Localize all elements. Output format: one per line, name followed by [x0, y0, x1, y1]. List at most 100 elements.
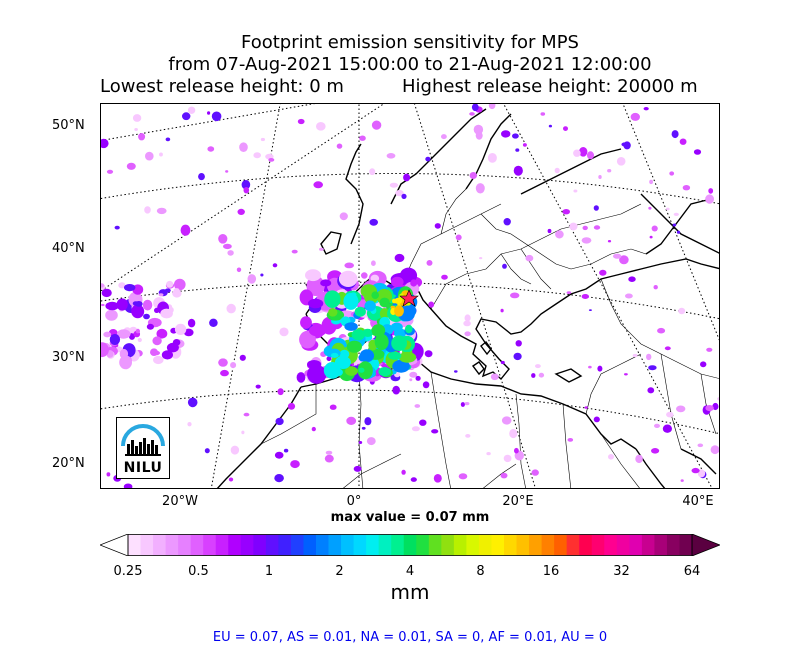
- sensitivity-speckle: [401, 469, 406, 475]
- sensitivity-speckle: [607, 169, 612, 173]
- colorbar-min-extension: [100, 534, 129, 556]
- sensitivity-speckle: [243, 412, 250, 417]
- colorbar-cell: [378, 534, 392, 556]
- colorbar-cell: [140, 534, 154, 556]
- sensitivity-speckle: [241, 430, 245, 435]
- sensitivity-plume: [307, 364, 327, 384]
- colorbar-tick-label: 16: [542, 564, 560, 579]
- sensitivity-core: [345, 366, 358, 376]
- colorbar-cell: [328, 534, 342, 556]
- sensitivity-speckle: [588, 309, 592, 311]
- colorbar-tick-label: 32: [613, 564, 630, 579]
- sensitivity-speckle: [386, 153, 396, 159]
- sensitivity-plume: [299, 330, 316, 349]
- sensitivity-field: [101, 104, 719, 488]
- colorbar-cell: [604, 534, 618, 556]
- sensitivity-speckle: [573, 189, 578, 193]
- sensitivity-speckle: [712, 402, 719, 411]
- sensitivity-speckle: [371, 120, 382, 130]
- sensitivity-speckle: [522, 143, 527, 147]
- sensitivity-speckle: [105, 301, 119, 311]
- sensitivity-speckle: [471, 104, 479, 112]
- sensitivity-core: [334, 355, 351, 369]
- sensitivity-speckle: [648, 365, 657, 371]
- colorbar-max-extension: [691, 534, 720, 556]
- sensitivity-speckle: [260, 273, 264, 277]
- sensitivity-speckle: [651, 225, 658, 232]
- sensitivity-speckle: [101, 283, 105, 288]
- sensitivity-speckle: [119, 355, 132, 370]
- sensitivity-speckle: [265, 153, 274, 160]
- sensitivity-speckle: [671, 130, 679, 139]
- sensitivity-speckle: [118, 282, 126, 289]
- sensitivity-speckle: [237, 208, 245, 215]
- colorbar-cell: [215, 534, 229, 556]
- sensitivity-speckle: [593, 225, 601, 230]
- sensitivity-speckle: [464, 314, 471, 322]
- colorbar-tick-label: 0.5: [188, 564, 209, 579]
- sensitivity-speckle: [414, 404, 421, 408]
- sensitivity-core: [354, 306, 366, 317]
- sensitivity-speckle: [364, 417, 372, 426]
- sensitivity-speckle: [697, 443, 704, 448]
- sensitivity-plume: [300, 316, 312, 329]
- sensitivity-speckle: [598, 175, 602, 179]
- sensitivity-speckle: [431, 429, 439, 434]
- sensitivity-speckle: [156, 207, 167, 215]
- sensitivity-speckle: [369, 168, 376, 176]
- sensitivity-speckle: [593, 205, 599, 211]
- colorbar-cell: [666, 534, 680, 556]
- sensitivity-speckle: [241, 180, 251, 190]
- sensitivity-plume: [307, 298, 324, 309]
- sensitivity-speckle: [346, 416, 357, 425]
- sensitivity-speckle: [106, 169, 114, 174]
- colorbar-tick-label: 2: [335, 564, 344, 579]
- colorbar-cell: [529, 534, 542, 556]
- sensitivity-speckle: [502, 263, 507, 269]
- sensitivity-speckle: [180, 224, 191, 236]
- sensitivity-speckle: [458, 473, 468, 480]
- colorbar-cell: [466, 534, 480, 556]
- sensitivity-speckle: [710, 445, 719, 455]
- sensitivity-speckle: [473, 124, 484, 135]
- sensitivity-plume: [305, 269, 321, 282]
- sensitivity-core: [324, 290, 341, 308]
- sensitivity-speckle: [394, 253, 405, 263]
- sensitivity-speckle: [225, 170, 229, 173]
- sensitivity-speckle: [623, 141, 631, 150]
- sensitivity-speckle: [268, 158, 275, 162]
- sensitivity-speckle: [673, 212, 679, 216]
- colorbar-cell: [341, 534, 354, 556]
- sensitivity-speckle: [513, 165, 523, 176]
- sensitivity-speckle: [563, 126, 568, 131]
- sensitivity-speckle: [116, 329, 131, 339]
- sensitivity-speckle: [226, 303, 236, 314]
- sensitivity-speckle: [101, 303, 105, 307]
- sensitivity-speckle: [209, 318, 218, 327]
- sensitivity-speckle: [649, 179, 653, 185]
- sensitivity-speckle: [579, 147, 588, 157]
- sensitivity-peak: [394, 297, 403, 304]
- sensitivity-speckle: [128, 332, 136, 340]
- sensitivity-core: [374, 333, 389, 350]
- sensitivity-speckle: [676, 230, 681, 234]
- colorbar-cell: [679, 534, 693, 556]
- sensitivity-speckle: [230, 445, 240, 455]
- sensitivity-speckle: [434, 223, 441, 229]
- colorbar-frame: [127, 534, 693, 556]
- sensitivity-core: [346, 340, 362, 353]
- sensitivity-speckle: [676, 405, 686, 413]
- sensitivity-speckle: [389, 182, 398, 188]
- sensitivity-speckle: [126, 162, 136, 170]
- sensitivity-speckle: [144, 206, 151, 214]
- sensitivity-speckle: [515, 340, 522, 347]
- colorbar-cell: [441, 534, 455, 556]
- sensitivity-speckle: [105, 309, 118, 321]
- sensitivity-speckle: [554, 167, 560, 174]
- sensitivity-speckle: [297, 118, 305, 125]
- sensitivity-core: [391, 335, 407, 351]
- sensitivity-speckle: [319, 247, 324, 251]
- sensitivity-speckle: [717, 397, 719, 401]
- sensitivity-speckle: [613, 253, 622, 259]
- sensitivity-speckle: [255, 384, 261, 389]
